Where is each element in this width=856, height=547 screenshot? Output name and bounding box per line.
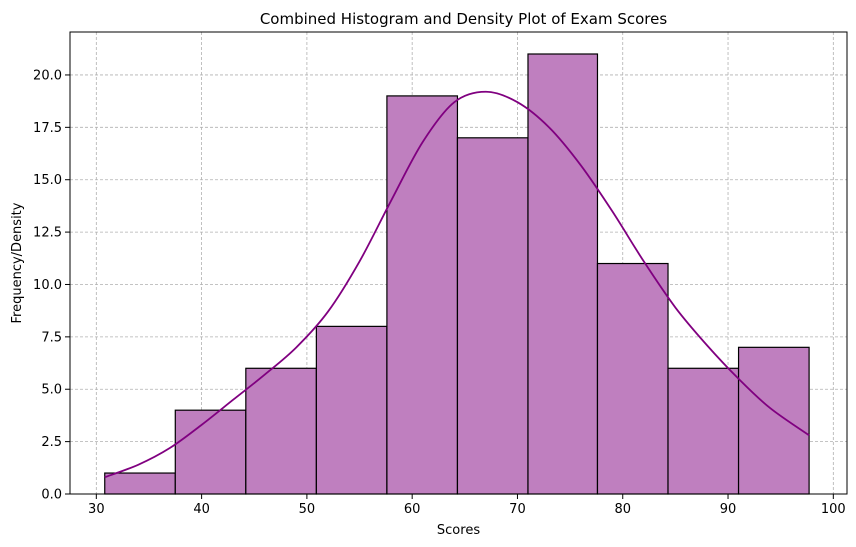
y-tick-label: 10.0 xyxy=(33,278,62,293)
y-tick-label: 7.5 xyxy=(41,330,62,345)
x-tick-label: 100 xyxy=(821,502,846,517)
x-tick-label: 70 xyxy=(509,502,526,517)
x-tick-label: 50 xyxy=(299,502,316,517)
plot-area-frame xyxy=(69,31,848,495)
y-axis-title: Frequency/Density xyxy=(10,202,25,323)
histogram-bar xyxy=(315,325,388,495)
histogram-bar xyxy=(104,472,176,495)
x-tick-label: 80 xyxy=(614,502,631,517)
x-tick-label: 40 xyxy=(193,502,210,517)
histogram-bars xyxy=(104,53,810,495)
chart-title: Combined Histogram and Density Plot of E… xyxy=(260,10,668,28)
histogram-bar xyxy=(174,409,247,495)
histogram-bar xyxy=(596,262,669,495)
histogram-bar xyxy=(386,95,459,495)
x-tick-label: 90 xyxy=(720,502,737,517)
y-tick-label: 20.0 xyxy=(33,68,62,83)
density-curve-group xyxy=(104,90,810,479)
y-tick-label: 0.0 xyxy=(41,488,62,503)
histogram-bar xyxy=(667,367,740,495)
histogram-bar xyxy=(245,367,317,495)
histogram-bar xyxy=(456,137,529,495)
y-tick-label: 2.5 xyxy=(41,435,62,450)
x-axis: 30 40 50 60 70 80 90 100 xyxy=(88,494,846,517)
histogram-bar xyxy=(737,346,810,495)
y-tick-label: 5.0 xyxy=(41,383,62,398)
x-tick-label: 60 xyxy=(404,502,421,517)
histogram-bar xyxy=(527,53,599,495)
density-curve xyxy=(104,90,810,479)
y-tick-label: 15.0 xyxy=(33,173,62,188)
x-axis-title: Scores xyxy=(437,523,480,538)
y-axis: 0.0 2.5 5.0 7.5 10.0 12.5 15.0 17.5 20.0 xyxy=(33,68,70,503)
x-tick-label: 30 xyxy=(88,502,105,517)
y-tick-label: 17.5 xyxy=(33,121,62,136)
y-tick-label: 12.5 xyxy=(33,226,62,241)
